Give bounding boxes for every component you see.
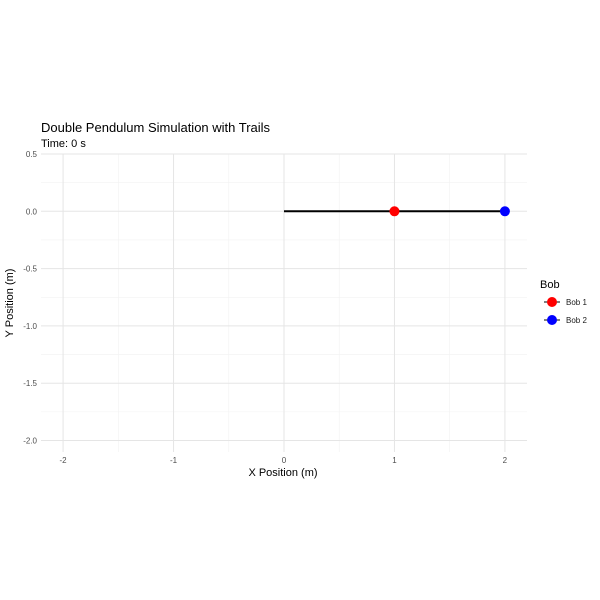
x-tick-label: 2: [503, 456, 508, 465]
x-tick-label: -2: [60, 456, 68, 465]
legend-title: Bob: [540, 279, 560, 291]
legend: Bob Bob 1 Bob 2: [540, 279, 587, 325]
grid: [41, 153, 527, 452]
bob-point-1: [389, 206, 400, 217]
legend-label: Bob 1: [566, 298, 587, 307]
chart-subtitle: Time: 0 s: [41, 138, 86, 150]
legend-item: Bob 2: [544, 315, 587, 325]
legend-key-point: [547, 315, 557, 325]
y-tick-label: 0.0: [26, 207, 38, 216]
y-axis-label: Y Position (m): [4, 269, 16, 338]
x-tick-label: 0: [282, 456, 287, 465]
chart-marks: [284, 206, 510, 217]
y-tick-label: -1.5: [23, 379, 37, 388]
legend-key-point: [547, 297, 557, 307]
chart-title: Double Pendulum Simulation with Trails: [41, 120, 271, 135]
x-tick-label: -1: [170, 456, 178, 465]
x-axis-label: X Position (m): [248, 467, 317, 479]
y-tick-label: -0.5: [23, 265, 37, 274]
bob-point-2: [499, 206, 510, 217]
y-tick-label: -2.0: [23, 437, 37, 446]
y-tick-label: 0.5: [26, 150, 38, 159]
x-tick-labels: -2 -1 0 1 2: [60, 456, 508, 465]
y-tick-label: -1.0: [23, 322, 37, 331]
legend-label: Bob 2: [566, 316, 587, 325]
legend-item: Bob 1: [544, 297, 587, 307]
x-tick-label: 1: [392, 456, 397, 465]
y-tick-labels: 0.5 0.0 -0.5 -1.0 -1.5 -2.0: [23, 150, 37, 446]
